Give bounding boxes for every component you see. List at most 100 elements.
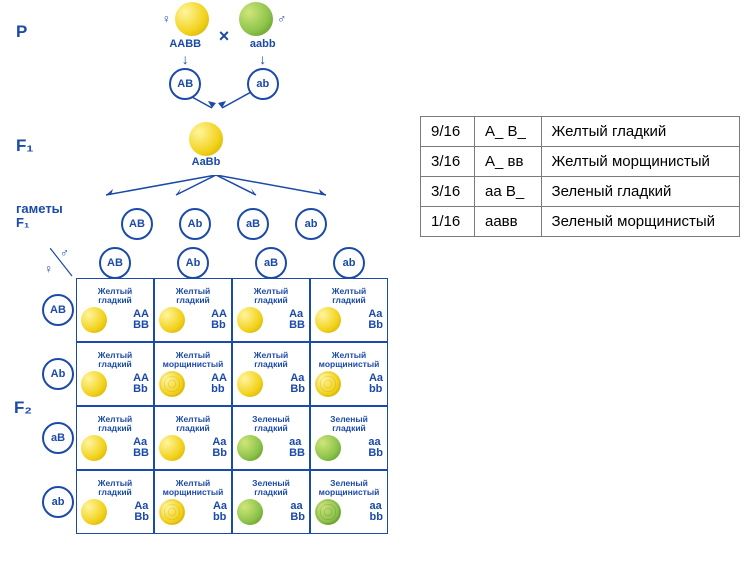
parent-male-seed (239, 2, 273, 36)
cell-genotype: AaBB (289, 309, 305, 332)
cell-phenotype: Желтый гладкий (237, 351, 305, 370)
cell-phenotype: Желтый гладкий (159, 287, 227, 306)
row-head-gamete: aB (42, 422, 74, 454)
cell-phenotype: Желтый гладкий (81, 415, 149, 434)
ratio-panel: 9/16A_ B_Желтый гладкий3/16A_ ввЖелтый м… (420, 16, 740, 550)
punnett-cell: Желтый гладкий AaBB (232, 278, 310, 342)
ratio-fraction: 3/16 (421, 177, 475, 207)
ratio-row: 1/16ааввЗеленый морщинистый (421, 207, 740, 237)
label-gametes-F1-sub: F₁ (16, 215, 29, 230)
gamete-aB: aB (237, 208, 269, 240)
cell-seed (81, 435, 107, 461)
cell-seed (315, 371, 341, 397)
cell-genotype: aabb (370, 501, 383, 524)
cell-genotype: AABb (211, 309, 227, 332)
punnett-square: ♂ ♀ F₂ ABAbaBabABЖелтый гладкийAABBЖелты… (16, 248, 396, 534)
cell-seed (237, 307, 263, 333)
punnett-cell: Желтый гладкий AABB (76, 278, 154, 342)
col-head-gamete: AB (99, 247, 131, 279)
ratio-table: 9/16A_ B_Желтый гладкий3/16A_ ввЖелтый м… (420, 116, 740, 237)
ratio-genotype: A_ вв (474, 147, 541, 177)
cell-seed (315, 435, 341, 461)
row-head-gamete: AB (42, 294, 74, 326)
col-head-gamete: aB (255, 247, 287, 279)
punnett-cell: Зеленый гладкий aaBB (232, 406, 310, 470)
cell-phenotype: Желтый морщинистый (159, 479, 227, 498)
cell-genotype: aaBB (289, 437, 305, 460)
ratio-genotype: A_ B_ (474, 117, 541, 147)
cell-genotype: aaBb (290, 501, 305, 524)
arrow-down: ↓ (182, 52, 189, 66)
row-head-gamete: Ab (42, 358, 74, 390)
cell-seed (237, 435, 263, 461)
cell-phenotype: Желтый гладкий (81, 351, 149, 370)
cell-seed (159, 435, 185, 461)
ratio-phenotype: Зеленый гладкий (541, 177, 739, 207)
col-head-gamete: Ab (177, 247, 209, 279)
ratio-genotype: аа B_ (474, 177, 541, 207)
cell-genotype: Aabb (213, 501, 227, 524)
cross-sign: × (219, 26, 230, 47)
gamete-ab: ab (295, 208, 327, 240)
male-symbol: ♂ (277, 12, 286, 26)
cell-genotype: AaBb (290, 373, 305, 396)
parent-male: ♂ aabb ↓ ab (239, 2, 286, 100)
cell-phenotype: Желтый гладкий (237, 287, 305, 306)
gamete-AB: AB (121, 208, 153, 240)
ratio-phenotype: Желтый морщинистый (541, 147, 739, 177)
f1-row: AaBb (16, 115, 396, 175)
cell-genotype: AaBb (212, 437, 227, 460)
cell-genotype: AaBB (133, 437, 149, 460)
punnett-cell: Желтый морщинистый AAbb (154, 342, 232, 406)
cell-genotype: AABB (133, 309, 149, 332)
f1-genotype: AaBb (192, 156, 221, 168)
punnett-cell: Желтый гладкий AaBb (232, 342, 310, 406)
connector-f1-to-gametes (16, 175, 396, 197)
cell-phenotype: Желтый морщинистый (159, 351, 227, 370)
cell-seed (237, 371, 263, 397)
parent-female: ♀ AABB ↓ AB (162, 2, 209, 100)
parent-female-seed (175, 2, 209, 36)
cell-seed (159, 307, 185, 333)
ratio-row: 9/16A_ B_Желтый гладкий (421, 117, 740, 147)
label-F2: F₂ (14, 398, 32, 418)
punnett-cell: Зеленый гладкий aaBb (232, 470, 310, 534)
punnett-cell: Желтый гладкийAABb (76, 342, 154, 406)
punnett-cell: Желтый гладкий AaBB (76, 406, 154, 470)
ratio-phenotype: Желтый гладкий (541, 117, 739, 147)
ratio-genotype: аавв (474, 207, 541, 237)
cell-phenotype: Желтый гладкий (81, 287, 149, 306)
arrow-down: ↓ (259, 52, 266, 66)
cell-phenotype: Зеленый гладкий (237, 479, 305, 498)
cell-genotype: AAbb (211, 373, 227, 396)
cell-genotype: AaBb (368, 309, 383, 332)
punnett-cell: Зеленый гладкийaaBb (310, 406, 388, 470)
parent-female-genotype: AABB (169, 38, 201, 50)
ratio-fraction: 3/16 (421, 147, 475, 177)
dihybrid-diagram: P ♀ AABB ↓ AB × ♂ aabb ↓ ab F₁ (16, 16, 396, 550)
parents-row: ♀ AABB ↓ AB × ♂ aabb ↓ ab (52, 16, 396, 86)
label-P: P (16, 22, 27, 42)
ratio-fraction: 9/16 (421, 117, 475, 147)
axis-diagonal (50, 248, 74, 278)
parent-female-gamete: AB (169, 68, 201, 100)
cell-genotype: AaBb (134, 501, 149, 524)
cell-seed (81, 307, 107, 333)
female-symbol: ♀ (162, 12, 171, 26)
cell-genotype: aaBb (368, 437, 383, 460)
cell-phenotype: Желтый морщинистый (315, 351, 383, 370)
gamete-Ab: Ab (179, 208, 211, 240)
punnett-cell: Желтый гладкий AaBb (154, 406, 232, 470)
punnett-cell: Желтый гладкийAaBb (76, 470, 154, 534)
punnett-cell: Зеленый морщинистыйaabb (310, 470, 388, 534)
cell-seed (237, 499, 263, 525)
f1-seed (189, 122, 223, 156)
cell-phenotype: Желтый гладкий (159, 415, 227, 434)
cell-phenotype: Зеленый гладкий (237, 415, 305, 434)
cell-seed (81, 499, 107, 525)
punnett-cell: Желтый морщинистый Aabb (154, 470, 232, 534)
ratio-row: 3/16аа B_Зеленый гладкий (421, 177, 740, 207)
cell-phenotype: Желтый гладкий (315, 287, 383, 306)
ratio-fraction: 1/16 (421, 207, 475, 237)
parent-male-genotype: aabb (250, 38, 276, 50)
